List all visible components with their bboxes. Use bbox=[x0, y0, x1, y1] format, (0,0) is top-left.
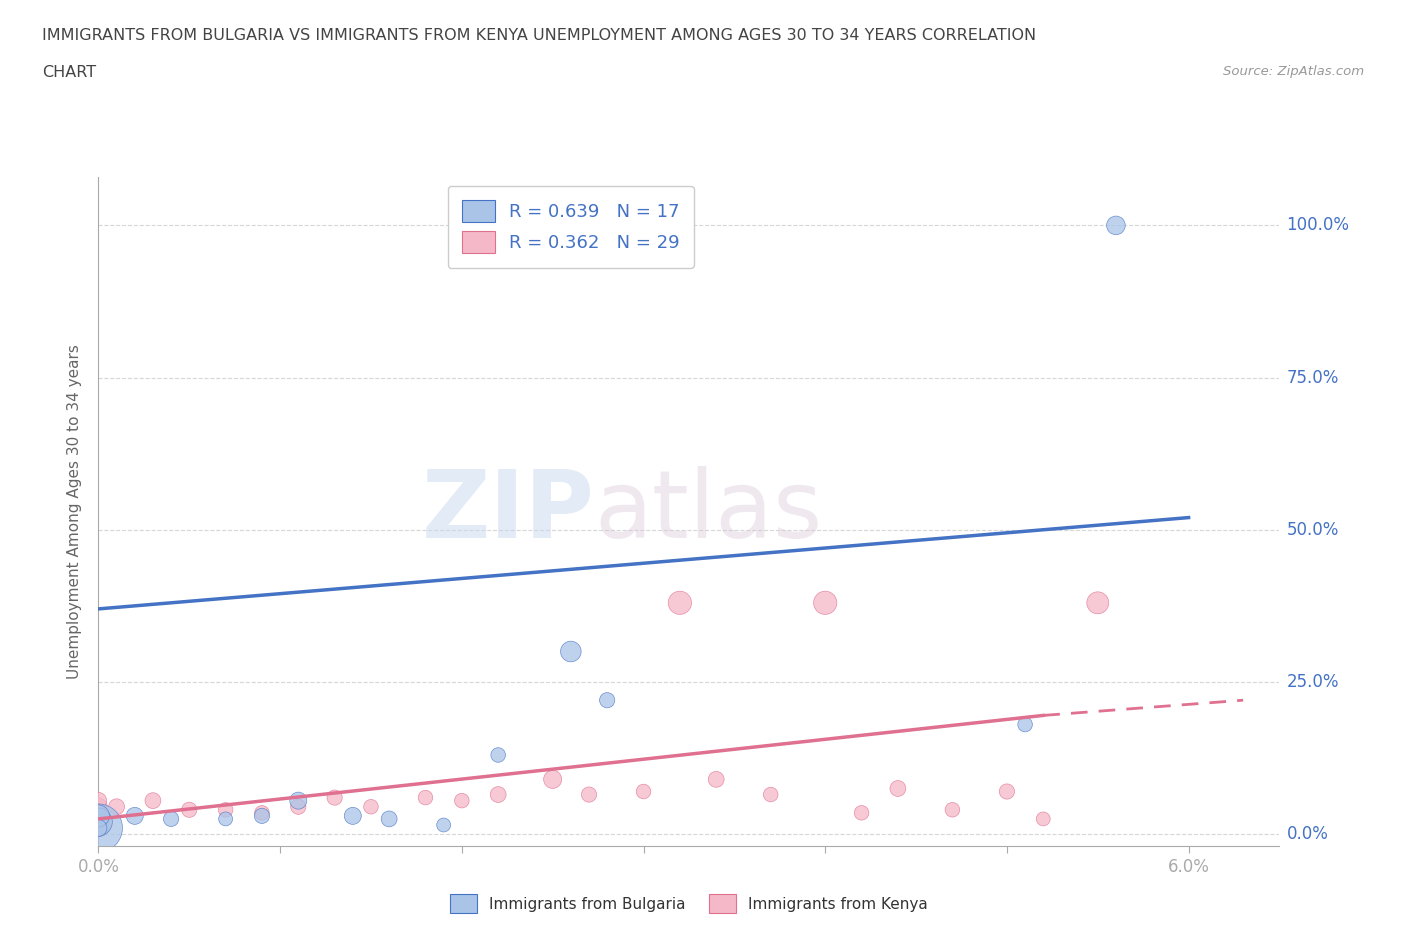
Text: atlas: atlas bbox=[595, 466, 823, 557]
Point bbox=[160, 812, 183, 827]
Text: 100.0%: 100.0% bbox=[1286, 217, 1350, 234]
Text: CHART: CHART bbox=[42, 65, 96, 80]
Point bbox=[415, 790, 437, 805]
Point bbox=[541, 772, 564, 787]
Point bbox=[124, 808, 146, 823]
Text: IMMIGRANTS FROM BULGARIA VS IMMIGRANTS FROM KENYA UNEMPLOYMENT AMONG AGES 30 TO : IMMIGRANTS FROM BULGARIA VS IMMIGRANTS F… bbox=[42, 28, 1036, 43]
Point bbox=[814, 595, 837, 610]
Point bbox=[342, 808, 364, 823]
Point bbox=[287, 793, 309, 808]
Point bbox=[1087, 595, 1109, 610]
Point bbox=[105, 799, 128, 814]
Point bbox=[87, 812, 110, 827]
Point bbox=[669, 595, 692, 610]
Text: 75.0%: 75.0% bbox=[1286, 368, 1339, 387]
Point bbox=[179, 803, 201, 817]
Point bbox=[87, 805, 110, 820]
Point bbox=[486, 787, 509, 802]
Text: 50.0%: 50.0% bbox=[1286, 521, 1339, 538]
Point bbox=[378, 812, 401, 827]
Point bbox=[87, 793, 110, 808]
Point bbox=[851, 805, 873, 820]
Point bbox=[142, 793, 165, 808]
Point bbox=[1105, 218, 1128, 232]
Text: Source: ZipAtlas.com: Source: ZipAtlas.com bbox=[1223, 65, 1364, 78]
Point bbox=[450, 793, 472, 808]
Point bbox=[486, 748, 509, 763]
Point bbox=[214, 812, 236, 827]
Point bbox=[433, 817, 456, 832]
Point bbox=[560, 644, 582, 659]
Point bbox=[759, 787, 782, 802]
Point bbox=[250, 805, 273, 820]
Point bbox=[87, 820, 110, 835]
Point bbox=[87, 820, 110, 835]
Point bbox=[633, 784, 655, 799]
Y-axis label: Unemployment Among Ages 30 to 34 years: Unemployment Among Ages 30 to 34 years bbox=[67, 344, 83, 679]
Point bbox=[596, 693, 619, 708]
Point bbox=[578, 787, 600, 802]
Point bbox=[87, 808, 110, 823]
Point bbox=[941, 803, 963, 817]
Legend: Immigrants from Bulgaria, Immigrants from Kenya: Immigrants from Bulgaria, Immigrants fro… bbox=[443, 888, 935, 919]
Point bbox=[87, 799, 110, 814]
Text: ZIP: ZIP bbox=[422, 466, 595, 557]
Point bbox=[995, 784, 1018, 799]
Text: 25.0%: 25.0% bbox=[1286, 673, 1339, 691]
Point bbox=[214, 803, 236, 817]
Point bbox=[1032, 812, 1054, 827]
Point bbox=[360, 799, 382, 814]
Point bbox=[250, 808, 273, 823]
Text: 0.0%: 0.0% bbox=[1286, 825, 1329, 844]
Point bbox=[87, 815, 110, 830]
Point bbox=[1014, 717, 1036, 732]
Point bbox=[287, 799, 309, 814]
Point bbox=[323, 790, 346, 805]
Point bbox=[87, 817, 110, 832]
Point bbox=[887, 781, 910, 796]
Point bbox=[704, 772, 727, 787]
